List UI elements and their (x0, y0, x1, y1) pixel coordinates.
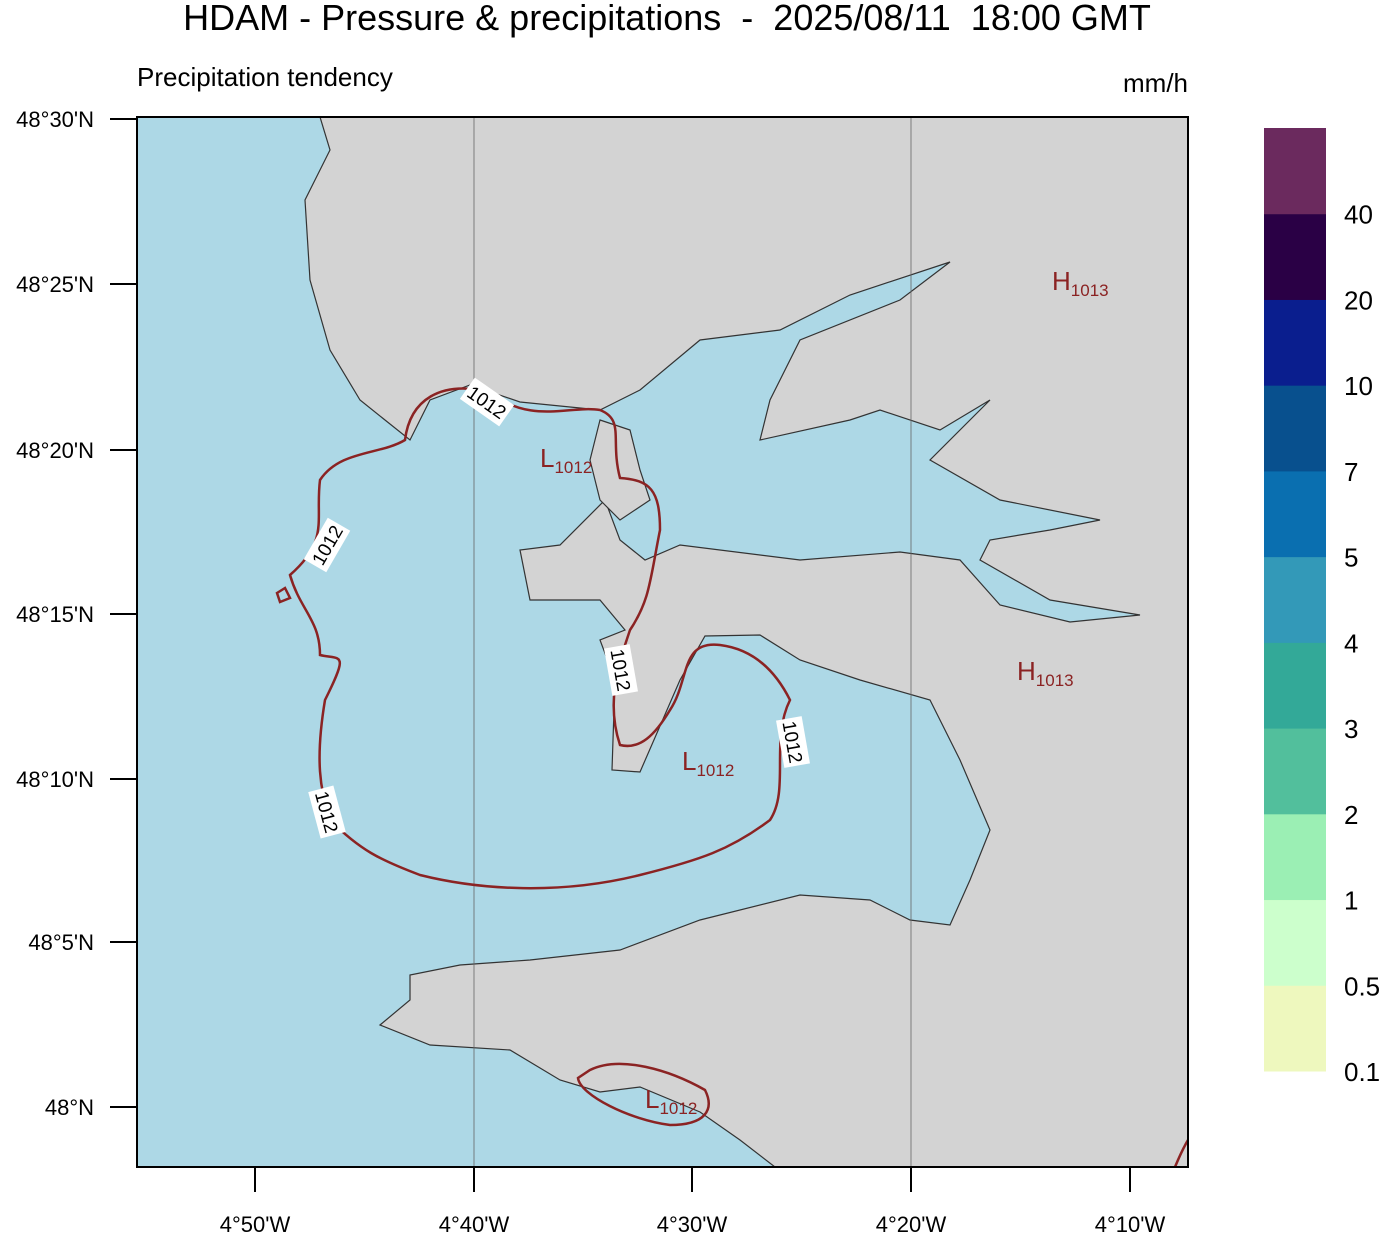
lon-tick-label: 4°30'W (657, 1212, 728, 1233)
colorbar-box (1264, 642, 1326, 729)
pressure-letter: L (540, 443, 554, 473)
colorbar-label: 0.1 (1344, 1057, 1380, 1087)
pressure-letter: H (1052, 266, 1071, 296)
sea (136, 116, 1141, 1168)
title: HDAM - Pressure & precipitations - 2025/… (183, 0, 1151, 38)
colorbar-box (1264, 899, 1326, 986)
colorbar-box (1264, 128, 1326, 215)
pressure-letter: L (682, 746, 696, 776)
lat-tick-label: 48°20'N (16, 438, 94, 463)
contour-label-box (459, 377, 515, 427)
pressure-value: 1012 (659, 1099, 697, 1118)
lat-tick-label: 48°N (45, 1095, 94, 1120)
pressure-center: H1013 (1052, 266, 1109, 300)
pressure-letter: L (645, 1084, 659, 1114)
colorbar-box (1264, 728, 1326, 815)
contour-label: 1012 (776, 716, 810, 768)
pressure-center: L1012 (645, 1084, 697, 1118)
contour-label-box (604, 644, 638, 696)
colorbar-box (1264, 385, 1326, 472)
colorbar-label: 40 (1344, 200, 1373, 230)
colorbar-label: 5 (1344, 543, 1358, 573)
colorbar-label: 20 (1344, 285, 1373, 315)
colorbar-label: 10 (1344, 371, 1373, 401)
colorbar-box (1264, 470, 1326, 558)
colorbar-label: 3 (1344, 714, 1358, 744)
colorbar-label: 7 (1344, 457, 1358, 487)
lat-tick-label: 48°10'N (16, 767, 94, 792)
lon-tick-label: 4°50'W (220, 1212, 291, 1233)
lat-tick-label: 48°25'N (16, 272, 94, 297)
pressure-center: H1013 (1017, 656, 1074, 690)
subtitle: Precipitation tendency (137, 62, 393, 92)
pressure-value: 1013 (1071, 281, 1109, 300)
contour-label-box (308, 785, 346, 839)
colorbar-label: 2 (1344, 800, 1358, 830)
lon-tick-label: 4°10'W (1095, 1212, 1166, 1233)
contour-label-box (303, 517, 351, 573)
colorbar-box (1264, 213, 1326, 300)
isobar (288, 387, 792, 890)
unit: mm/h (1123, 68, 1188, 98)
lat-tick-label: 48°15'N (16, 602, 94, 627)
colorbar-box (1264, 556, 1326, 643)
pressure-center: L1012 (682, 746, 734, 780)
colorbar-box (1264, 299, 1326, 386)
contour-label: 1012 (604, 644, 638, 696)
map-frame (136, 116, 1189, 1168)
pressure-value: 1012 (554, 458, 592, 477)
lat-tick-label: 48°5'N (28, 930, 94, 955)
colorbar-box (1264, 985, 1326, 1072)
lat-tick-label: 48°30'N (16, 107, 94, 132)
lon-tick-label: 4°20'W (876, 1212, 947, 1233)
isobar (275, 586, 292, 604)
isobar (576, 1062, 710, 1127)
colorbar-label: 1 (1344, 886, 1358, 916)
pressure-value: 1012 (696, 761, 734, 780)
pressure-value: 1013 (1036, 671, 1074, 690)
lon-tick-label: 4°40'W (439, 1212, 510, 1233)
colorbar-label: 0.5 (1344, 971, 1380, 1001)
colorbar-box (1264, 813, 1326, 901)
colorbar-label: 4 (1344, 628, 1358, 658)
pressure-letter: H (1017, 656, 1036, 686)
contour-label: 1012 (308, 785, 346, 839)
pressure-center: L1012 (540, 443, 592, 477)
contour-label-box (776, 716, 810, 768)
peninsula (589, 419, 651, 521)
